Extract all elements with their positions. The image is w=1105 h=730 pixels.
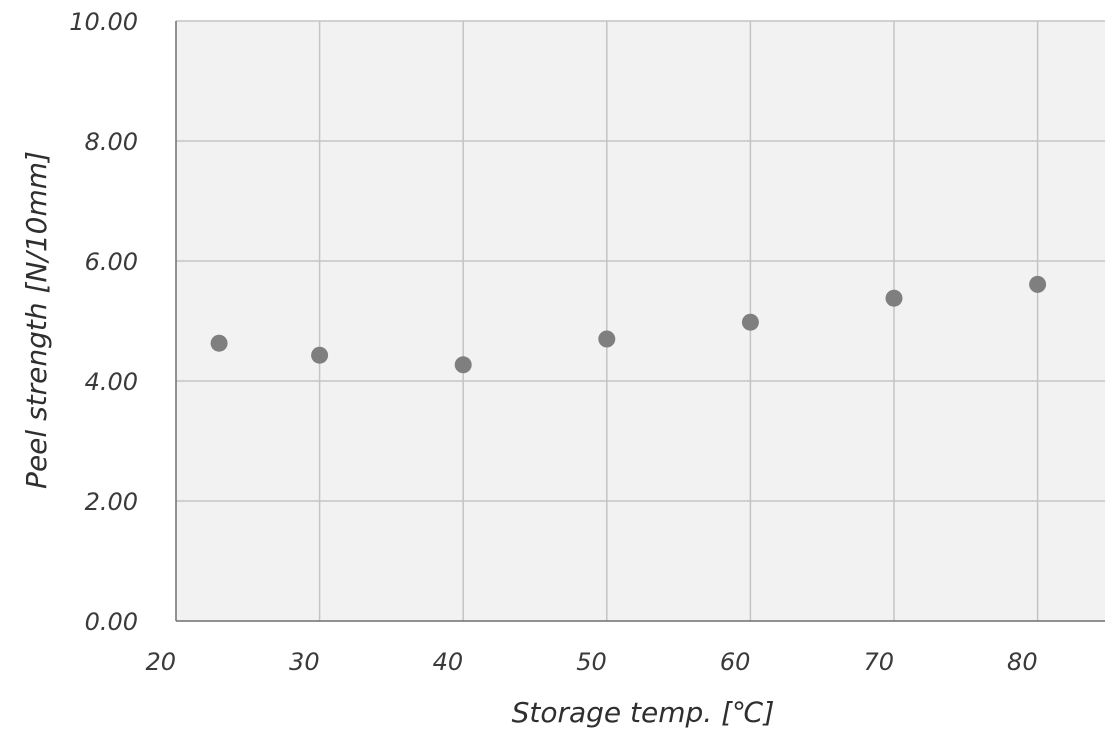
y-tick-label: 10.00 [69, 8, 138, 36]
data-point [1029, 275, 1047, 293]
y-tick-label: 0.00 [85, 608, 138, 636]
data-point [741, 313, 759, 331]
x-tick-label: 40 [433, 648, 464, 676]
data-point [311, 346, 329, 364]
y-axis-label: Peel strength [N/10mm] [20, 151, 53, 489]
y-tick-label: 6.00 [85, 248, 138, 276]
data-point [598, 330, 616, 348]
x-tick-label: 80 [1007, 648, 1038, 676]
plot-area [176, 21, 1105, 621]
y-tick-label: 4.00 [85, 368, 138, 396]
y-tick-label: 8.00 [85, 128, 138, 156]
grid [176, 20, 1105, 621]
x-tick-label: 30 [289, 648, 320, 676]
data-points [210, 275, 1047, 374]
x-tick-label: 70 [863, 648, 894, 676]
x-tick-label: 20 [145, 648, 176, 676]
x-tick-label: 50 [576, 648, 607, 676]
axes [175, 21, 1105, 622]
data-point [210, 334, 228, 352]
y-tick-label: 2.00 [85, 488, 138, 516]
data-point [454, 356, 472, 374]
tick-labels: 0.00 2.00 4.00 6.00 8.00 10.00 20 30 40 50 60 70 80 [69, 8, 1037, 676]
x-tick-label: 60 [720, 648, 751, 676]
data-point [885, 289, 903, 307]
x-axis-label: Storage temp. [℃] [512, 696, 775, 729]
